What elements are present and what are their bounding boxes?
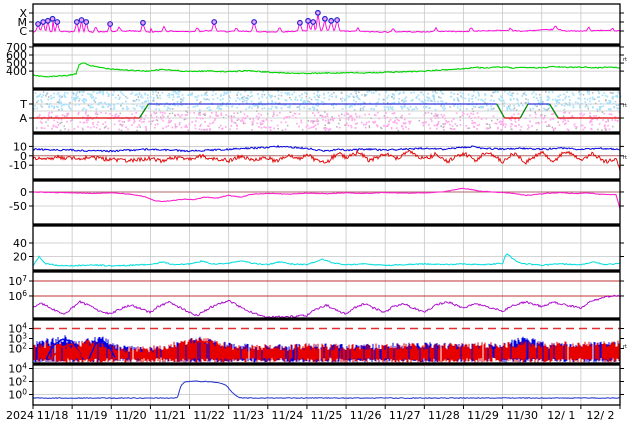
svg-text:600: 600 — [6, 49, 27, 62]
dst-index: 0-50 — [9, 180, 624, 225]
date-tick-label: 11/28 — [428, 409, 460, 422]
svg-text:107: 107 — [8, 274, 27, 288]
date-tick-label: 11/23 — [232, 409, 264, 422]
date-tick-label: 11/30 — [506, 409, 538, 422]
svg-text:700: 700 — [6, 41, 27, 54]
svg-text:500: 500 — [6, 57, 27, 70]
svg-text:10: 10 — [13, 140, 27, 153]
svg-text:106: 106 — [8, 289, 27, 303]
svg-text:102: 102 — [8, 374, 27, 388]
svg-text:400: 400 — [6, 65, 27, 78]
date-tick-label: 12/ 1 — [547, 409, 575, 422]
svg-text:X: X — [19, 7, 27, 20]
svg-text:20: 20 — [13, 251, 27, 264]
svg-text:C: C — [19, 25, 27, 38]
svg-text:T: T — [19, 98, 27, 111]
date-tick-label: 11/27 — [389, 409, 421, 422]
right-margin-mark: rt — [623, 344, 627, 350]
date-tick-label: 11/22 — [193, 409, 225, 422]
date-tick-label: 11/26 — [350, 409, 382, 422]
date-tick-label: 11/24 — [272, 409, 304, 422]
right-margin-mark: rt — [623, 155, 627, 161]
flare-markers — [35, 9, 340, 27]
svg-text:100: 100 — [8, 387, 27, 401]
right-margin-mark: rt — [623, 103, 627, 109]
date-tick-label: 12/ 2 — [586, 409, 614, 422]
date-tick-label: 11/21 — [154, 409, 186, 422]
svg-text:104: 104 — [8, 322, 27, 336]
svg-text:0: 0 — [20, 150, 27, 163]
date-tick-label: 11/20 — [115, 409, 147, 422]
date-tick-label: 11/25 — [311, 409, 343, 422]
x-axis: 2024 11/18 11/19 11/20 11/21 11/22 11/23 11/24 1… — [6, 405, 621, 422]
goes-xray-flux: XMC — [18, 3, 624, 45]
svg-text:0: 0 — [20, 186, 27, 199]
svg-text:A: A — [19, 112, 27, 125]
svg-text:103: 103 — [8, 332, 27, 346]
svg-text:M: M — [18, 16, 28, 29]
svg-text:40: 40 — [13, 237, 27, 250]
date-tick-label: 11/18 — [37, 409, 69, 422]
date-tick-label: 11/19 — [76, 409, 108, 422]
year-label: 2024 — [6, 409, 34, 422]
svg-text:-10: -10 — [9, 159, 27, 172]
right-margin-mark: rt — [623, 57, 627, 63]
imf-bt-bz: 100-10 — [9, 133, 624, 180]
svg-text:102: 102 — [8, 342, 27, 356]
svg-text:104: 104 — [8, 362, 27, 376]
imf-sector: TA — [19, 89, 624, 133]
svg-text:-50: -50 — [9, 200, 27, 213]
date-tick-label: 11/29 — [467, 409, 499, 422]
